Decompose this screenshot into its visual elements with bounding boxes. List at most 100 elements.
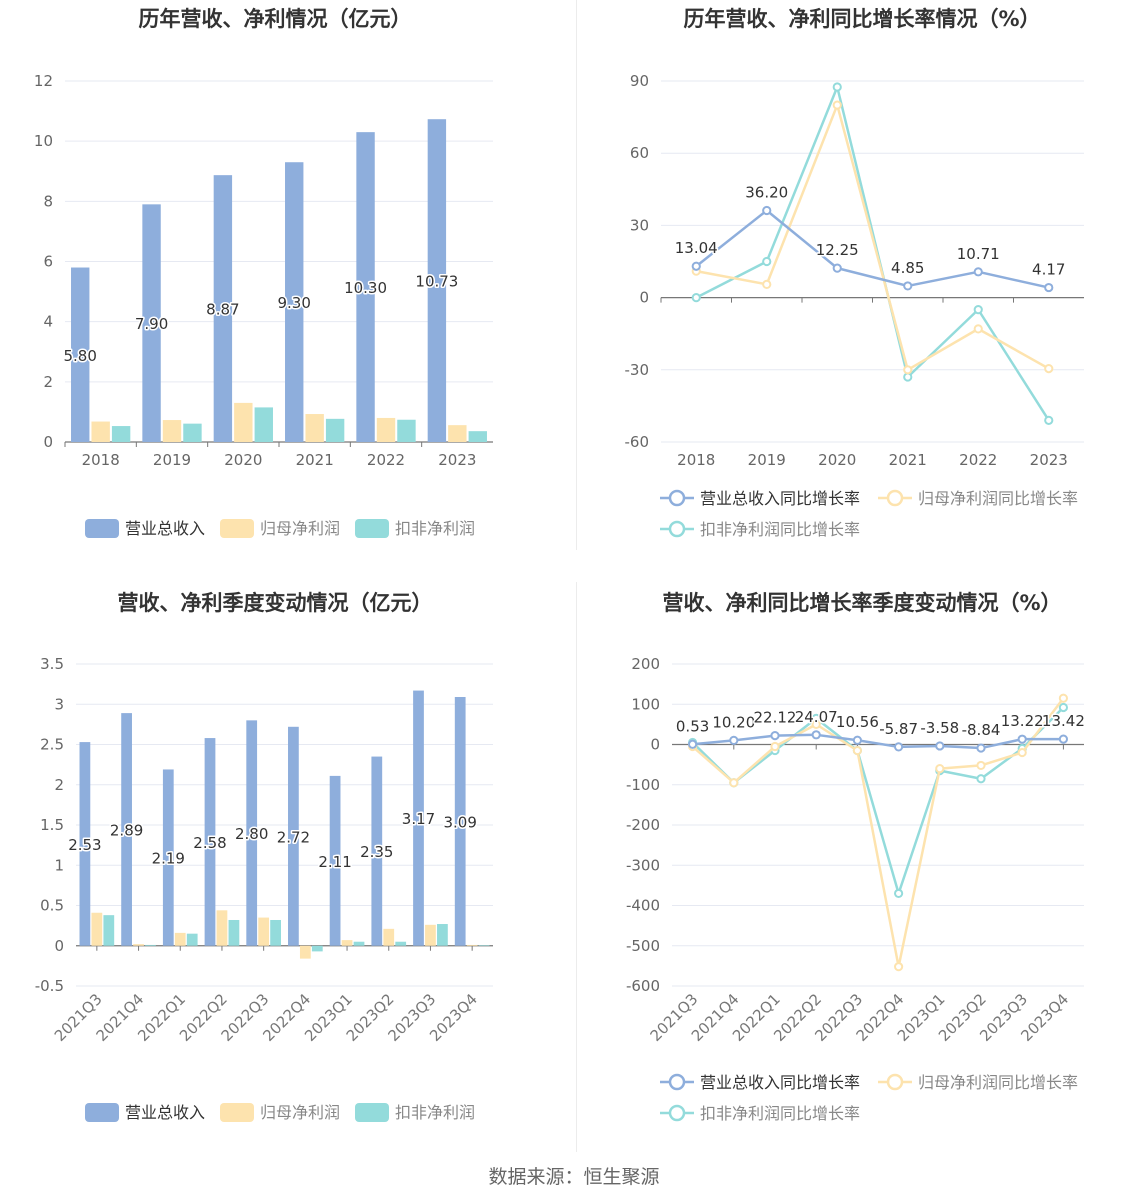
series-point-1 [1044,282,1054,293]
series-point-2 [852,745,863,756]
y-tick-label: -100 [626,776,660,794]
bar-2023-3 [468,431,487,442]
series-point-3 [691,293,701,303]
bar-2020-1 [213,175,233,442]
legend-label: 扣非净利润 [395,519,475,538]
series-point-3 [762,256,772,267]
bar-2023Q1-3 [353,941,365,946]
y-tick-label: 10 [34,132,53,150]
x-tick-label: 2020 [818,451,856,469]
bar-value-label: 8.87 [206,301,239,319]
chart-panel-4: 营收、净利同比增长率季度变动情况（%） -600 -500 -400 -300 -200 -… [626,591,1086,1123]
bar-2022Q2-3 [228,919,240,946]
bar-value-label: 10.73 [415,273,458,291]
legend-swatch [355,1103,389,1122]
bar-2023Q3-3 [437,924,448,946]
legend-marker [668,489,686,507]
bar-2022Q2-1 [204,738,216,946]
series-line-3 [691,706,1065,895]
panel-divider-top [576,0,577,550]
series-point-3 [976,774,986,784]
y-tick-label: 100 [631,695,660,713]
series-line-3 [695,85,1050,422]
y-tick-label: 0 [54,937,64,955]
series-point-3 [1058,702,1069,713]
bar-2023Q1-1 [329,775,341,946]
bar-2020-2 [234,402,253,442]
y-tick-label: 60 [630,144,649,162]
bar-value-label: 2.72 [277,828,310,846]
series-point-2 [1058,693,1069,703]
bar-2023Q4-1 [454,697,466,946]
bar-2022-3 [397,419,416,442]
line-value-label: 22.12 [754,709,797,727]
bar-2021Q4-1 [121,713,132,946]
y-tick-label: 12 [34,72,53,90]
y-tick-label: -400 [626,897,660,915]
line-value-label: 0.53 [676,717,709,735]
bar-2021Q3-1 [79,742,91,946]
line-value-label: 12.25 [816,241,859,259]
bar-2023Q2-1 [371,756,383,946]
bar-value-label: 3.17 [402,810,435,828]
y-tick-label: 4 [43,313,53,331]
legend-swatch [220,1103,254,1122]
y-tick-label: 3 [54,695,64,713]
line-value-label: -8.84 [962,721,1001,739]
bar-2021-2 [305,414,324,442]
bar-2022Q4-2 [299,945,311,959]
bar-value-label: 2.80 [235,825,268,843]
bar-value-label: 9.30 [278,294,311,312]
bar-2022Q4-3 [311,945,323,952]
series-point-2 [811,719,821,729]
bar-2023Q1-2 [341,940,353,946]
series-point-2 [1044,363,1054,374]
x-tick-label: 2019 [153,451,191,469]
line-value-label: 4.85 [891,259,924,277]
bar-2022Q3-1 [246,720,258,946]
series-point-3 [894,888,904,899]
legend-marker [886,489,904,507]
y-tick-label: -200 [626,816,660,834]
series-point-1 [770,730,780,741]
series-point-1 [976,743,986,753]
x-tick-label: 2023 [438,451,476,469]
bar-value-label: 7.90 [135,315,168,333]
bar-2021-3 [325,418,345,442]
bar-2020-3 [254,407,273,442]
series-point-1 [1017,734,1027,744]
bar-2022Q3-3 [270,919,281,946]
bar-2021Q4-2 [133,944,144,946]
series-point-1 [903,281,913,291]
line-value-label: 13.04 [675,239,718,257]
series-point-1 [811,730,821,740]
y-tick-label: 200 [631,655,660,673]
series-point-3 [903,372,913,382]
bar-2021-1 [285,162,304,442]
bar-2021Q3-3 [103,915,115,946]
series-line-2 [691,697,1065,968]
chart-panel-1: 历年营收、净利情况（亿元） 0 2 4 6 8 10 12 2018 2019 2020 2021 20… [34,7,493,538]
legend-swatch [85,519,119,538]
line-value-label: 36.20 [745,183,788,201]
bar-2022Q3-2 [258,917,270,946]
series-point-2 [894,962,904,972]
bar-2021Q3-2 [91,912,103,946]
line-value-label: 13.22 [1001,712,1044,730]
line-value-label: 4.17 [1032,261,1065,279]
legend-label: 归母净利润 [260,519,340,538]
bar-value-label: 2.89 [110,821,143,839]
legend-label: 营业总收入 [125,519,205,538]
bar-value-label: 10.30 [344,279,387,297]
bar-2019-3 [183,423,202,442]
y-tick-label: 2 [54,776,64,794]
series-point-2 [935,764,945,774]
series-point-1 [832,263,842,273]
line-value-label: 10.20 [712,713,755,731]
bar-2022Q4-1 [288,726,299,946]
series-point-2 [832,100,842,110]
chart-title: 历年营收、净利同比增长率情况（%） [683,7,1040,31]
series-point-2 [1017,747,1027,758]
x-tick-label: 2021 [296,451,334,469]
